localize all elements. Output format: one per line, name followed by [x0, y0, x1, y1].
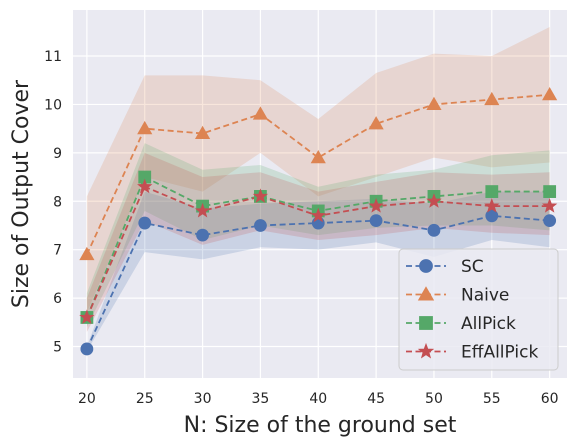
x-tick-label: 35 [252, 391, 270, 407]
allpick-band [86, 143, 550, 328]
legend-label-naive: Naive [461, 286, 509, 306]
y-axis-label: Size of Output Cover [9, 79, 34, 308]
naive-line [86, 93, 550, 255]
x-tick-label: 55 [483, 391, 501, 407]
effallpick-point [194, 202, 211, 218]
legend: SC Naive AllPick EffAllPick [398, 248, 559, 371]
effallpick-point [79, 309, 95, 324]
x-tick-label: 50 [425, 391, 443, 407]
legend-marker-allpick [419, 316, 433, 330]
effallpick-point [484, 198, 500, 213]
sc-point [427, 223, 441, 237]
sc-point [369, 214, 383, 228]
effallpick-point [310, 207, 326, 223]
naive-point [426, 96, 442, 110]
sc-point [543, 214, 557, 228]
naive-point [79, 246, 95, 261]
legend-label-sc: SC [461, 257, 484, 277]
effallpick-point [426, 193, 442, 208]
sc-point [254, 219, 267, 232]
sc-point [485, 209, 499, 223]
x-tick-label: 45 [367, 391, 385, 407]
y-tick-labels: 5 6 7 8 9 10 11 [44, 49, 62, 356]
naive-point [310, 149, 326, 164]
naive-point [484, 91, 500, 106]
naive-point [542, 87, 558, 101]
y-tick-label: 10 [44, 97, 62, 113]
legend-label-effallpick: EffAllPick [461, 343, 538, 363]
naive-point [368, 116, 384, 130]
x-tick-label: 30 [194, 391, 212, 407]
sc-point [80, 342, 94, 356]
sc-point [138, 216, 152, 230]
legend-label-allpick: AllPick [461, 314, 516, 334]
effallpick-point [252, 188, 269, 203]
legend-marker-effallpick [417, 342, 435, 359]
y-tick-label: 7 [53, 243, 62, 259]
x-tick-label: 60 [541, 391, 559, 407]
y-tick-label: 11 [44, 49, 62, 65]
effallpick-point [137, 178, 153, 194]
y-tick-label: 9 [53, 146, 62, 162]
naive-point [252, 106, 269, 120]
effallpick-point [368, 198, 384, 213]
x-tick-label: 40 [309, 391, 327, 407]
sc-point [196, 228, 209, 242]
x-tick-label: 20 [78, 391, 96, 407]
x-axis-label: N: Size of the ground set [184, 413, 457, 438]
legend-marker-sc [419, 259, 433, 273]
allpick-point [543, 185, 557, 198]
effallpick-point [541, 198, 558, 213]
y-tick-label: 6 [53, 291, 62, 307]
x-tick-label: 25 [136, 391, 154, 407]
series-markers [79, 87, 558, 356]
legend-box [398, 248, 559, 371]
legend-marker-naive [417, 286, 435, 301]
x-tick-labels: 20 25 30 35 40 45 50 55 60 [78, 391, 559, 407]
y-tick-label: 8 [53, 194, 62, 210]
allpick-point [485, 185, 499, 198]
y-tick-label: 5 [53, 340, 62, 356]
naive-point [137, 120, 153, 135]
naive-point [194, 125, 211, 140]
